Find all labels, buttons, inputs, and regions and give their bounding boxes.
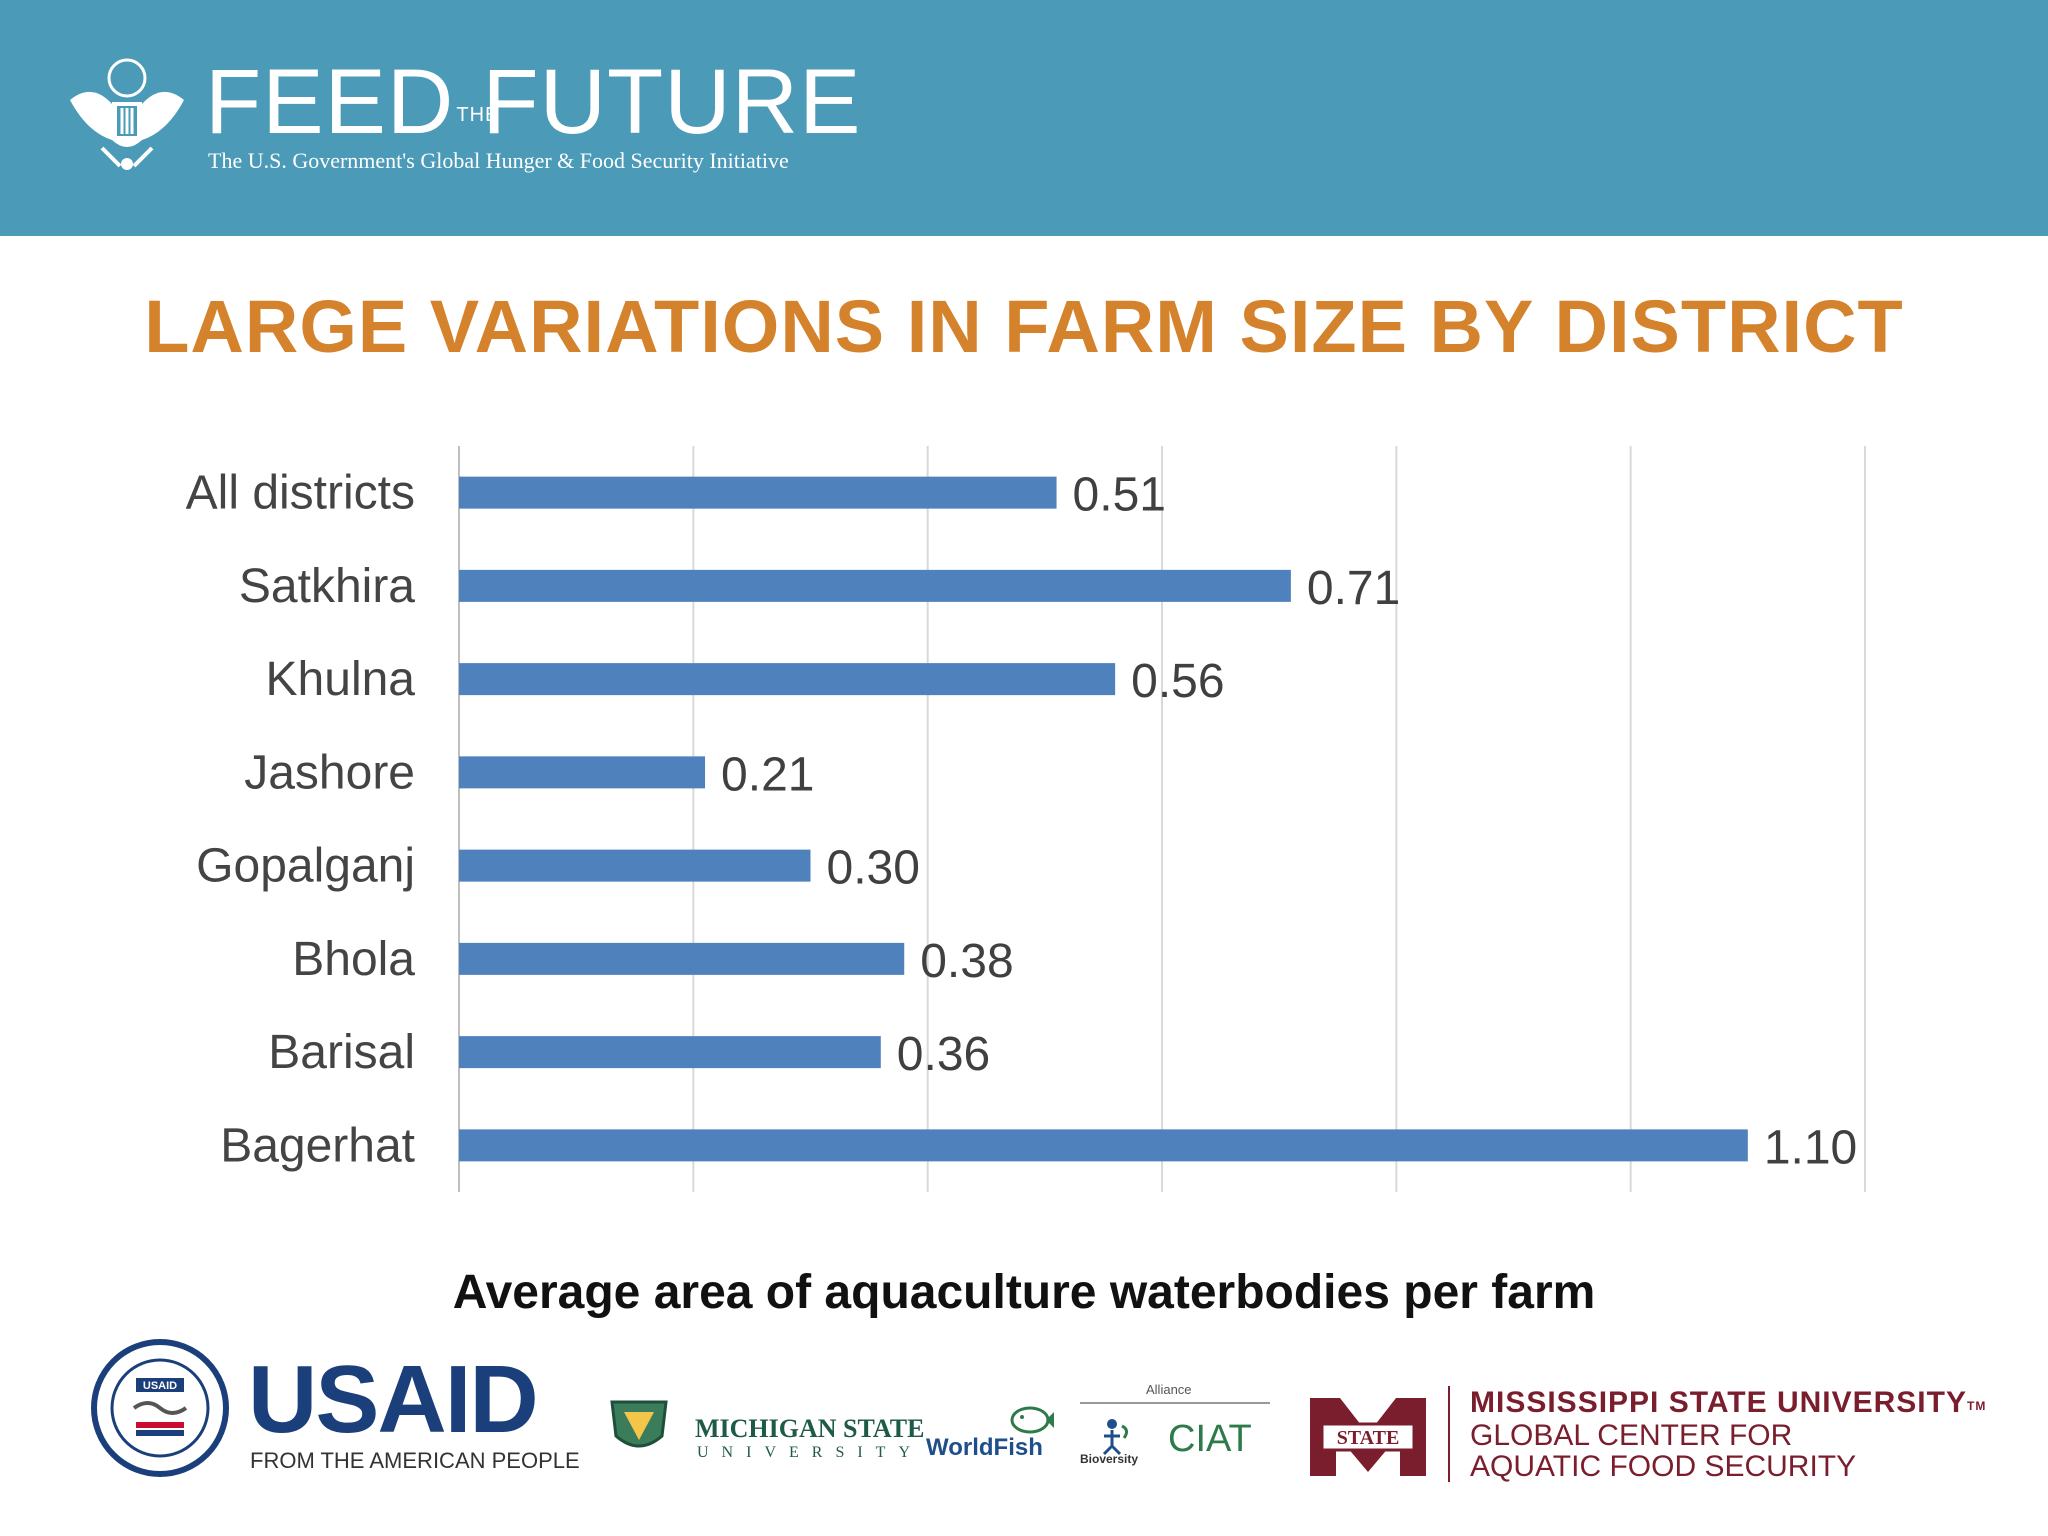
usaid-seal-icon: USAID	[91, 1339, 229, 1477]
partner-logos: USAID USAID FROM THE AMERICAN PEOPLE MIC…	[0, 1330, 2048, 1536]
brand-wordmark: FEED THEFUTURE	[205, 52, 861, 152]
msu-name: MICHIGAN STATE	[695, 1414, 925, 1443]
data-label: 0.56	[1131, 655, 1224, 708]
data-label: 0.71	[1307, 562, 1400, 615]
category-label: Satkhira	[239, 560, 415, 613]
bar	[459, 476, 1057, 509]
usaid-tagline: FROM THE AMERICAN PEOPLE	[250, 1448, 580, 1473]
brand-subtitle: The U.S. Government's Global Hunger & Fo…	[208, 148, 789, 173]
mstate-trademark: TM	[1966, 1399, 1987, 1413]
usaid-wordmark: USAID	[248, 1352, 539, 1448]
alliance-label: Alliance	[1146, 1382, 1192, 1397]
data-label: 0.21	[721, 748, 814, 801]
bar	[459, 1036, 881, 1069]
bar-chart: All districts 0.51 Satkhira 0.71 Khulna 0.56 J…	[186, 446, 1866, 1192]
x-axis-caption: Average area of aquaculture waterbodies …	[452, 1266, 1596, 1319]
worldfish-wordmark: WorldFish	[926, 1434, 1043, 1461]
data-label: 0.38	[920, 935, 1013, 988]
bioversity-wordmark: Bioversity	[1080, 1452, 1139, 1466]
bar	[459, 569, 1291, 602]
mstate-name-text: MISSISSIPPI STATE UNIVERSITY	[1470, 1386, 1967, 1419]
mstate-divider	[1448, 1386, 1450, 1482]
m-state-text: STATE	[1337, 1427, 1400, 1449]
data-label: 0.30	[827, 842, 920, 895]
category-label: Bhola	[292, 933, 415, 986]
fish-icon	[1010, 1406, 1054, 1434]
ciat-wordmark: CIAT	[1168, 1418, 1252, 1460]
brand-feed: FEED	[205, 51, 455, 153]
data-label: 1.10	[1764, 1121, 1857, 1174]
category-label: Barisal	[268, 1026, 415, 1079]
header-banner: FEED THEFUTURE The U.S. Government's Glob…	[0, 0, 2048, 236]
data-label: 0.36	[897, 1028, 990, 1081]
bar	[459, 756, 706, 789]
mstate-subtitle: GLOBAL CENTER FOR AQUATIC FOOD SECURITY	[1470, 1420, 1856, 1482]
mstate-line-2: AQUATIC FOOD SECURITY	[1470, 1450, 1857, 1483]
m-state-icon: STATE	[1310, 1398, 1426, 1476]
bar	[459, 942, 905, 975]
category-label: Gopalganj	[196, 840, 415, 893]
bar	[459, 663, 1116, 696]
bar	[459, 849, 811, 882]
mstate-name: MISSISSIPPI STATE UNIVERSITYTM	[1470, 1386, 1986, 1420]
mstate-line-1: GLOBAL CENTER FOR	[1470, 1419, 1793, 1452]
data-label: 0.51	[1073, 469, 1166, 522]
brand-the: THE	[456, 104, 500, 126]
alliance-divider	[1080, 1402, 1270, 1404]
brand-future: FUTURE	[482, 51, 862, 153]
usaid-wordmark-text: USAID	[248, 1346, 539, 1453]
usaid-seal-text: USAID	[143, 1380, 177, 1392]
shield-crest-icon	[610, 1400, 668, 1448]
person-plant-icon	[1102, 1419, 1129, 1456]
category-label: All districts	[186, 467, 415, 520]
category-label: Khulna	[266, 653, 416, 706]
slide-headline: LARGE VARIATIONS IN FARM SIZE BY DISTRIC…	[144, 285, 1904, 368]
bar	[459, 1129, 1748, 1162]
category-label: Bagerhat	[220, 1119, 415, 1172]
eagle-seal-icon	[70, 58, 184, 170]
category-label: Jashore	[244, 746, 415, 799]
msu-university: UNIVERSITY	[697, 1444, 923, 1461]
